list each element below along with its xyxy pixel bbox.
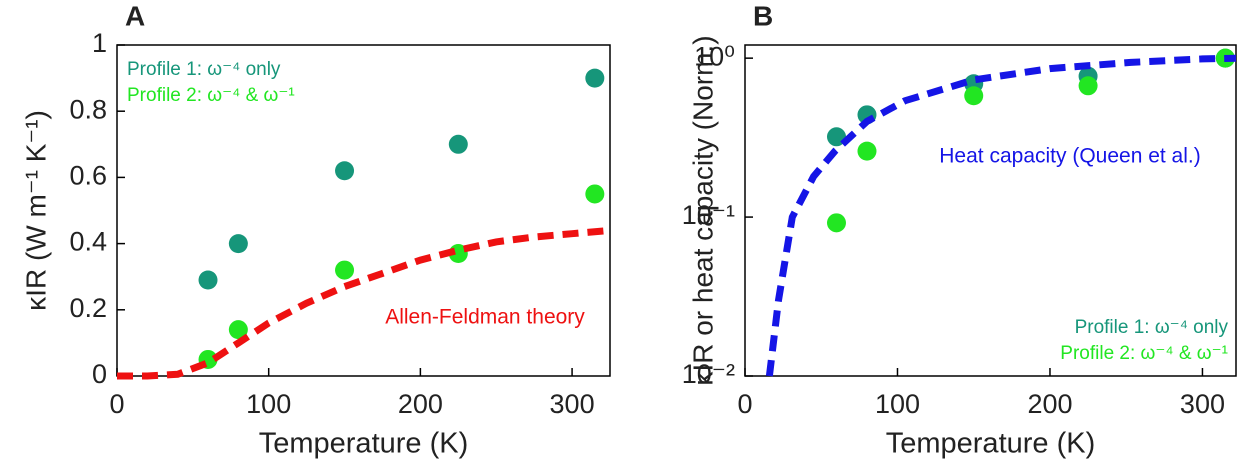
x-tick-label: 0	[109, 389, 124, 419]
x-tick-label: 200	[1027, 389, 1072, 419]
y-tick-label: 1	[92, 28, 107, 58]
y-tick-label: 10⁻¹	[682, 200, 735, 230]
data-point	[826, 213, 846, 233]
data-point	[1078, 76, 1098, 96]
data-point	[228, 234, 248, 254]
data-point	[585, 68, 605, 88]
x-axis-label: Temperature (K)	[886, 428, 1096, 460]
x-tick-label: 100	[246, 389, 291, 419]
x-axis-label: Temperature (K)	[259, 428, 469, 460]
x-tick-label: 300	[550, 389, 595, 419]
plot-frame	[744, 44, 1237, 377]
y-tick-label: 0.4	[69, 227, 107, 257]
data-point	[964, 86, 984, 106]
data-point	[335, 260, 355, 280]
x-tick-label: 0	[737, 389, 752, 419]
plot-frame	[116, 44, 611, 377]
data-point	[857, 141, 877, 161]
panel-label: A	[125, 0, 145, 31]
data-point	[198, 270, 218, 290]
y-tick-label: 10⁰	[694, 41, 735, 71]
data-point	[335, 161, 355, 181]
x-tick-label: 200	[398, 389, 443, 419]
legend-entry: Profile 2: ω⁻⁴ & ω⁻¹	[1060, 343, 1228, 364]
data-point	[448, 134, 468, 154]
y-axis-label: κIR (W m⁻¹ K⁻¹)	[20, 110, 51, 311]
data-point	[585, 184, 605, 204]
legend-entry: Profile 1: ω⁻⁴ only	[127, 59, 281, 80]
y-tick-label: 0.2	[69, 293, 107, 323]
y-tick-label: 10⁻²	[682, 359, 735, 389]
panel-label: B	[753, 0, 773, 31]
curve-label: Heat capacity (Queen et al.)	[939, 145, 1200, 168]
y-tick-label: 0.8	[69, 94, 107, 124]
y-axis-label: κIR or heat capacity (Norm.)	[687, 35, 718, 385]
theory-curve	[117, 226, 611, 380]
x-tick-label: 100	[875, 389, 920, 419]
theory-curve	[765, 54, 1237, 377]
y-tick-label: 0.6	[69, 161, 107, 191]
data-point	[228, 320, 248, 340]
curve-label: Allen-Feldman theory	[385, 306, 585, 329]
legend-entry: Profile 2: ω⁻⁴ & ω⁻¹	[127, 85, 295, 106]
y-tick-label: 0	[92, 359, 107, 389]
x-tick-label: 300	[1180, 389, 1225, 419]
legend-entry: Profile 1: ω⁻⁴ only	[1075, 317, 1229, 338]
